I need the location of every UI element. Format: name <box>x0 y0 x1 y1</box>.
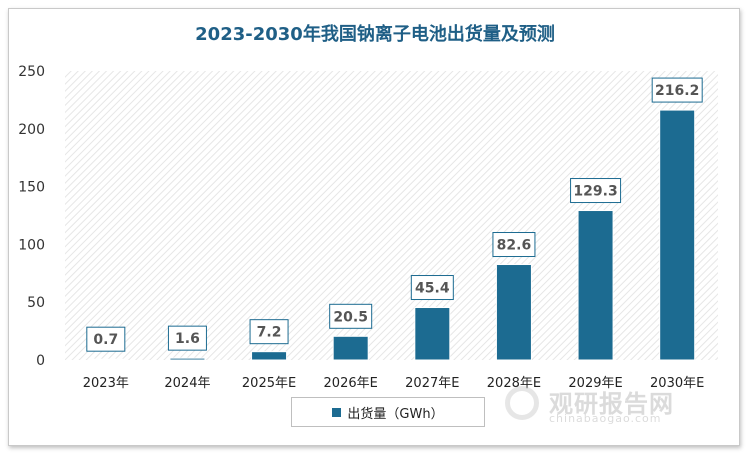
legend: 出货量（GWh） <box>291 397 485 427</box>
x-tick-label: 2025年E <box>242 376 296 391</box>
plot-area <box>65 71 718 360</box>
data-label: 7.2 <box>257 325 282 341</box>
bar <box>495 264 532 361</box>
bar <box>251 351 288 361</box>
y-tick-label: 100 <box>18 237 45 253</box>
data-label-box <box>249 319 289 345</box>
data-label-box <box>570 178 622 204</box>
data-label-box <box>492 232 536 258</box>
legend-swatch <box>332 407 342 417</box>
y-tick-label: 150 <box>18 180 45 196</box>
bar <box>414 307 451 361</box>
data-label: 0.7 <box>93 332 118 348</box>
chart-title: 2023-2030年我国钠离子电池出货量及预测 <box>195 24 555 45</box>
bar <box>332 335 369 361</box>
y-tick-label: 250 <box>18 64 45 80</box>
bar <box>577 210 614 361</box>
data-label-box <box>167 325 207 351</box>
data-label: 129.3 <box>573 184 617 200</box>
data-label: 45.4 <box>415 281 450 297</box>
y-tick-label: 50 <box>27 295 45 311</box>
x-tick-label: 2026年E <box>324 376 378 391</box>
x-tick-label: 2029年E <box>568 376 622 391</box>
data-label: 20.5 <box>333 309 368 325</box>
data-label-box <box>86 326 126 352</box>
data-label: 216.2 <box>655 83 699 99</box>
x-tick-label: 2023年 <box>83 376 129 391</box>
data-label-box <box>651 77 703 103</box>
data-label: 1.6 <box>175 331 200 347</box>
bar <box>659 109 696 361</box>
data-label-box <box>410 275 454 301</box>
legend-label: 出货量（GWh） <box>347 406 444 422</box>
bar <box>87 358 124 361</box>
x-tick-label: 2030年E <box>650 376 704 391</box>
y-tick-label: 200 <box>18 122 45 138</box>
x-tick-label: 2028年E <box>487 376 541 391</box>
x-tick-label: 2024年 <box>164 376 210 391</box>
x-tick-label: 2027年E <box>405 376 459 391</box>
data-label: 82.6 <box>497 238 532 254</box>
y-tick-label: 0 <box>36 353 45 369</box>
bar <box>169 357 206 361</box>
data-label-box <box>329 303 373 329</box>
